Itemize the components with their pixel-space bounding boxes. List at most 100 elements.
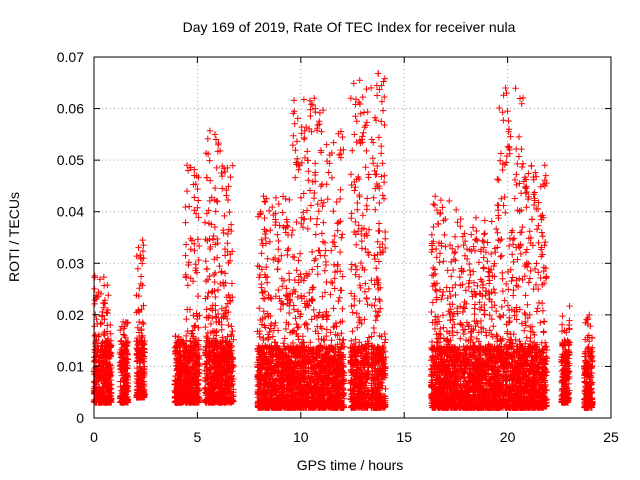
data-point-marker xyxy=(91,332,98,340)
data-point-marker xyxy=(358,237,365,245)
data-point-marker xyxy=(322,247,329,254)
data-point-marker xyxy=(297,292,305,299)
data-point-marker xyxy=(226,208,233,216)
data-point-marker xyxy=(95,345,102,353)
data-point-marker xyxy=(205,207,212,214)
data-point-marker xyxy=(140,241,147,249)
data-point-marker xyxy=(365,171,372,178)
data-point-marker xyxy=(213,164,220,172)
data-point-marker xyxy=(368,276,375,284)
data-point-marker xyxy=(325,169,332,176)
data-point-marker xyxy=(203,265,210,272)
data-point-marker xyxy=(339,231,346,238)
data-point-marker xyxy=(99,348,106,356)
data-point-marker xyxy=(357,259,365,267)
data-point-marker xyxy=(349,328,356,335)
data-point-marker xyxy=(270,256,277,263)
data-point-marker xyxy=(211,223,219,231)
data-point-marker xyxy=(184,282,192,289)
data-point-marker xyxy=(379,192,386,199)
data-point-marker xyxy=(361,288,369,295)
data-point-marker xyxy=(335,219,343,226)
data-point-marker xyxy=(365,226,373,233)
data-point-marker xyxy=(137,280,145,288)
data-point-marker xyxy=(328,247,335,254)
data-point-marker xyxy=(194,185,201,193)
data-point-marker xyxy=(191,247,198,254)
data-point-marker xyxy=(359,212,367,219)
data-point-marker xyxy=(124,365,131,372)
data-point-marker xyxy=(120,378,127,385)
data-point-marker xyxy=(304,325,311,333)
data-point-marker xyxy=(321,267,329,274)
data-point-marker xyxy=(351,131,358,138)
data-point-marker xyxy=(133,292,140,299)
data-point-marker xyxy=(135,329,143,336)
data-point-marker xyxy=(265,207,273,215)
data-point-marker xyxy=(275,237,282,245)
data-point-marker xyxy=(262,228,270,235)
data-point-marker xyxy=(307,215,314,223)
data-point-marker xyxy=(355,222,362,229)
data-point-marker xyxy=(288,231,295,239)
data-point-marker xyxy=(336,248,344,256)
data-point-marker xyxy=(313,215,321,223)
data-point-marker xyxy=(117,338,124,345)
data-point-marker xyxy=(186,306,194,313)
data-point-marker xyxy=(141,363,148,370)
data-point-marker xyxy=(339,305,346,313)
data-point-marker xyxy=(354,199,361,207)
data-point-marker xyxy=(334,227,341,234)
data-point-marker xyxy=(305,177,312,184)
data-point-marker xyxy=(371,252,378,259)
chart-title: Day 169 of 2019, Rate Of TEC Index for r… xyxy=(183,19,516,35)
data-point-marker xyxy=(105,346,112,353)
data-point-marker xyxy=(364,301,371,308)
data-point-marker xyxy=(322,258,330,266)
data-point-marker xyxy=(353,266,361,273)
data-point-marker xyxy=(122,384,130,391)
data-point-marker xyxy=(291,254,298,261)
data-point-marker xyxy=(105,353,112,361)
data-point-marker xyxy=(264,255,271,262)
data-point-marker xyxy=(191,194,198,201)
data-point-marker xyxy=(323,278,330,286)
data-point-marker xyxy=(105,387,113,394)
data-point-marker xyxy=(358,245,366,252)
data-point-marker xyxy=(272,194,280,202)
data-point-marker xyxy=(103,359,110,366)
data-point-marker xyxy=(330,139,337,146)
data-point-marker xyxy=(118,387,125,394)
data-point-marker xyxy=(201,219,209,226)
data-point-marker xyxy=(328,174,336,181)
data-point-marker xyxy=(123,364,130,371)
data-point-marker xyxy=(321,252,329,259)
data-point-marker xyxy=(316,109,324,117)
data-point-marker xyxy=(339,133,346,141)
data-point-marker xyxy=(98,319,106,327)
data-point-marker xyxy=(101,353,109,360)
data-point-marker xyxy=(274,258,282,265)
data-point-marker xyxy=(206,157,213,164)
data-point-marker xyxy=(120,340,127,348)
data-point-marker xyxy=(380,195,388,202)
data-point-marker xyxy=(368,136,375,143)
data-point-marker xyxy=(348,265,355,273)
data-point-marker xyxy=(119,388,126,395)
data-point-marker xyxy=(286,276,293,284)
data-point-marker xyxy=(192,260,199,268)
data-point-marker xyxy=(294,324,301,331)
data-point-marker xyxy=(373,275,380,283)
data-point-marker xyxy=(204,135,212,142)
data-point-marker xyxy=(330,207,337,215)
data-point-marker xyxy=(324,312,332,319)
data-point-marker xyxy=(228,323,235,330)
data-point-marker xyxy=(312,255,319,263)
data-point-marker xyxy=(360,129,367,136)
data-point-marker xyxy=(294,155,301,162)
data-point-marker xyxy=(331,232,338,240)
data-point-marker xyxy=(274,231,281,238)
data-point-marker xyxy=(281,335,288,342)
data-point-marker xyxy=(228,280,236,287)
data-point-marker xyxy=(100,273,108,281)
